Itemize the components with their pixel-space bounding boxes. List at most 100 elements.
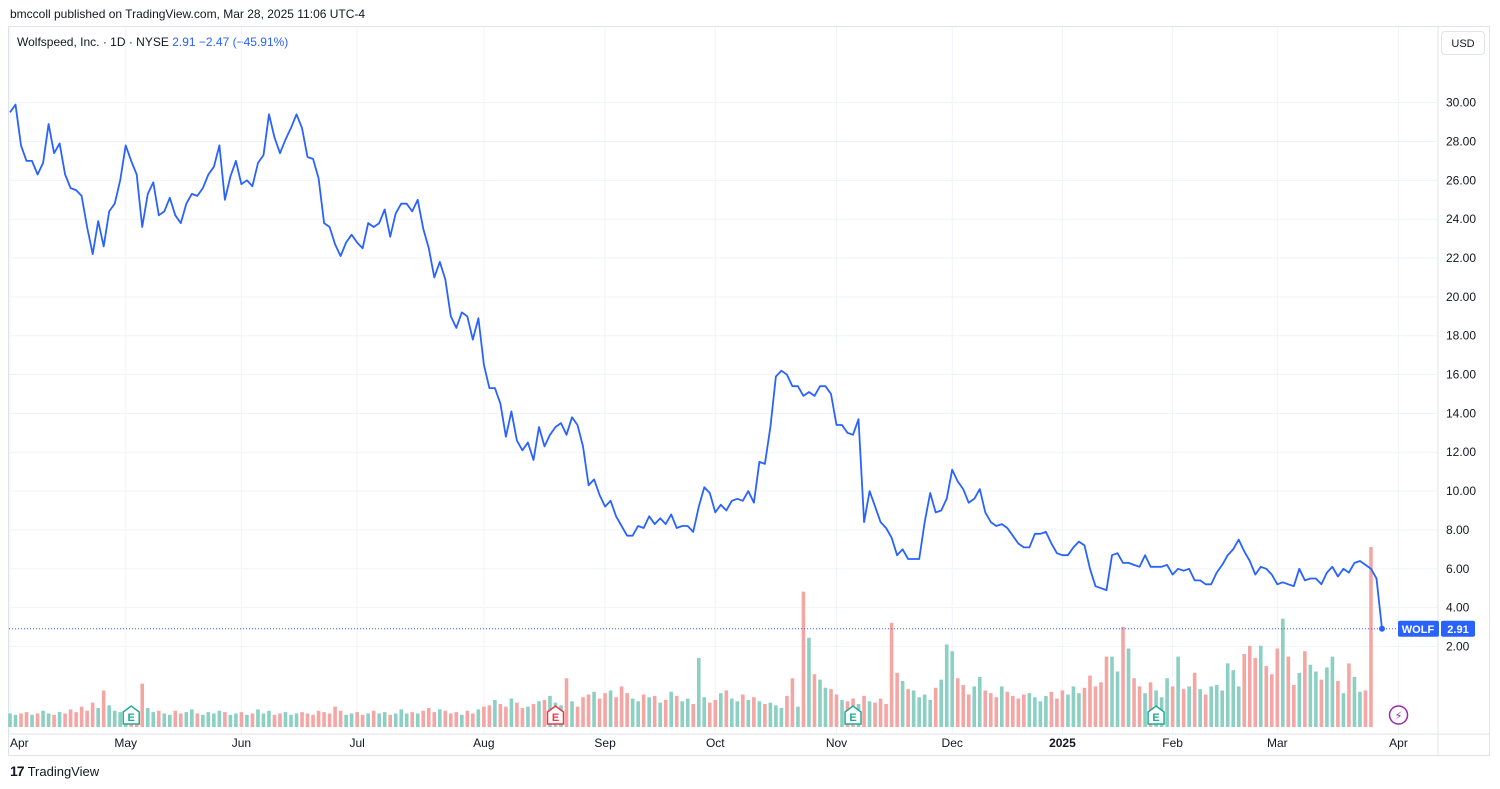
volume-bar xyxy=(1358,691,1362,727)
volume-bar xyxy=(57,712,62,727)
volume-bar xyxy=(360,714,365,727)
price-label-ticker-box xyxy=(1398,620,1439,637)
volume-bar xyxy=(1236,686,1241,727)
chart-frame xyxy=(8,26,1490,756)
volume-bar xyxy=(465,710,470,727)
volume-bar xyxy=(829,689,833,727)
volume-bar xyxy=(812,674,817,727)
volume-bar xyxy=(763,703,767,727)
volume-bar xyxy=(1242,653,1247,727)
x-tick-label: Oct xyxy=(706,736,725,750)
volume-bar xyxy=(1231,670,1236,727)
volume-bar xyxy=(239,712,244,727)
volume-bar xyxy=(1137,686,1142,727)
volume-bar xyxy=(355,712,359,727)
volume-bar xyxy=(30,714,34,727)
volume-bar xyxy=(961,685,966,727)
volume-bar xyxy=(592,691,596,727)
y-tick-label: 12.00 xyxy=(1446,445,1476,459)
volume-bar xyxy=(8,713,12,727)
volume-bar xyxy=(696,657,701,727)
volume-bar xyxy=(1303,651,1307,727)
volume-bar xyxy=(201,714,205,727)
volume-bar xyxy=(289,714,293,727)
volume-bar xyxy=(862,695,866,727)
volume-bar xyxy=(652,695,657,727)
volume-bar xyxy=(575,706,580,727)
volume-bar xyxy=(1066,694,1070,727)
volume-bar xyxy=(603,693,607,727)
volume-bar xyxy=(994,697,999,727)
volume-bar xyxy=(35,713,40,727)
volume-bar xyxy=(1198,689,1202,727)
volume-bar xyxy=(1330,656,1335,727)
x-axis: Apr May Jun Jul Aug Sep Oct Nov Dec 2025 Feb Mar Apr xyxy=(10,736,1408,750)
brand-name[interactable]: TradingView xyxy=(27,763,100,779)
footer[interactable]: 17 TradingView xyxy=(10,763,99,779)
earnings-badge-label: E xyxy=(1152,712,1159,724)
volume-bar xyxy=(1099,682,1103,727)
volume-bar xyxy=(300,712,304,727)
volume-bar xyxy=(840,699,844,727)
symbol-legend[interactable]: Wolfspeed, Inc. · 1D · NYSE 2.91 −2.47 (… xyxy=(17,35,288,49)
volume-bar xyxy=(377,713,381,727)
price-label: WOLF 2.91 xyxy=(1398,620,1475,637)
volume-bar xyxy=(250,713,255,727)
event-badge-icon xyxy=(1388,705,1409,725)
y-tick-label: 2.00 xyxy=(1446,639,1470,653)
volume-bar xyxy=(1369,547,1373,727)
y-tick-label: 18.00 xyxy=(1446,329,1476,343)
volume-bar xyxy=(421,710,426,727)
volume-bar xyxy=(245,714,249,727)
volume-bar xyxy=(493,699,497,727)
volume-bar xyxy=(1055,698,1059,727)
price-label-value: 2.91 xyxy=(1447,624,1468,636)
volume-bar xyxy=(647,697,651,727)
volume-bar xyxy=(950,651,955,727)
volume-bar xyxy=(1071,686,1076,727)
price-line xyxy=(9,103,1438,632)
x-tick-label: May xyxy=(114,736,137,750)
volume-bar xyxy=(432,712,437,727)
symbol-text[interactable]: Wolfspeed, Inc. · 1D · NYSE xyxy=(17,35,169,49)
volume-bar xyxy=(944,644,949,727)
earnings-badge-label: E xyxy=(552,712,559,724)
x-tick-label: Aug xyxy=(473,736,494,750)
volume-bar xyxy=(1187,686,1191,727)
earnings-marker[interactable]: E xyxy=(1147,705,1165,725)
volume-bar xyxy=(140,683,145,727)
grid xyxy=(9,27,1489,755)
tradingview-logo-icon[interactable]: 17 xyxy=(10,763,25,779)
event-markers[interactable]: E E E E ⚡ xyxy=(122,705,1409,725)
volume-bar xyxy=(322,712,326,727)
currency-button[interactable]: USD xyxy=(1441,31,1485,55)
volume-bar xyxy=(988,693,993,727)
x-tick-label: Mar xyxy=(1267,736,1288,750)
volume-bar xyxy=(388,714,392,727)
volume-bar xyxy=(597,698,602,727)
price-label-ticker: WOLF xyxy=(1402,624,1435,636)
volume-bar xyxy=(212,713,216,727)
volume-bar xyxy=(471,713,475,727)
x-tick-label: Apr xyxy=(10,736,29,750)
volume-bar xyxy=(520,708,525,727)
volume-bar xyxy=(1314,671,1318,727)
volume-bar xyxy=(107,705,111,727)
y-tick-label: 8.00 xyxy=(1446,523,1470,537)
volume-bar xyxy=(316,710,321,727)
volume-bar xyxy=(52,714,56,727)
dividend-event-marker[interactable]: ⚡ xyxy=(1388,705,1409,725)
earnings-marker[interactable]: E xyxy=(546,705,565,725)
last-price-dot xyxy=(1379,625,1385,632)
earnings-marker[interactable]: E xyxy=(122,705,140,725)
volume-bar xyxy=(1121,626,1125,727)
earnings-marker[interactable]: E xyxy=(844,705,862,725)
volume-bar xyxy=(1352,676,1357,727)
volume-bar xyxy=(906,689,910,727)
volume-bar xyxy=(537,701,541,727)
volume-bar xyxy=(179,713,183,727)
volume-bar xyxy=(1170,686,1175,727)
volume-bar xyxy=(311,714,315,727)
volume-bar xyxy=(68,709,73,727)
